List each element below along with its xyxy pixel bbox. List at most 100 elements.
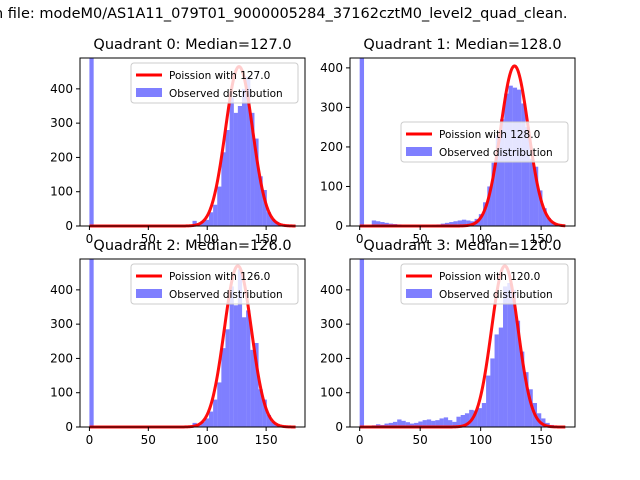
histogram-bar xyxy=(503,286,508,427)
x-tick-label: 0 xyxy=(356,232,364,246)
y-tick-label: 0 xyxy=(65,420,73,434)
histogram-bar xyxy=(409,423,415,427)
x-tick-label: 150 xyxy=(255,433,278,447)
y-tick-label: 0 xyxy=(335,420,343,434)
histogram-bar xyxy=(498,327,504,427)
histogram-bar xyxy=(490,358,495,427)
x-tick-label: 100 xyxy=(196,232,219,246)
histogram-bar xyxy=(246,76,251,226)
histogram-bars xyxy=(89,58,296,227)
histogram-bar xyxy=(204,219,210,226)
legend-hist-label: Observed distribution xyxy=(439,147,553,159)
histogram-bars xyxy=(89,259,296,427)
histogram-bar xyxy=(192,220,197,226)
histogram-bar xyxy=(89,58,94,226)
histogram-bar xyxy=(521,103,526,226)
histogram-bar xyxy=(213,204,218,226)
histogram-bar xyxy=(444,222,450,226)
y-tick-label: 400 xyxy=(50,82,73,96)
histogram-bar xyxy=(466,220,471,226)
x-tick-label: 0 xyxy=(86,232,94,246)
histogram-bar xyxy=(254,343,259,427)
histogram-bar xyxy=(524,372,529,427)
histogram-bar xyxy=(443,417,449,427)
histogram-bar xyxy=(262,399,267,427)
histogram-bar xyxy=(213,399,218,427)
histogram-bar xyxy=(217,186,222,226)
legend-hist-label: Observed distribution xyxy=(169,88,283,100)
histogram-bar xyxy=(204,418,210,427)
subplot-quadrant-3: 0 50 100 150 0 100 200 300 400 Quadrant 3: Median… xyxy=(320,238,576,447)
y-tick-label: 300 xyxy=(50,317,73,331)
histogram-bar xyxy=(422,420,427,427)
y-tick-label: 200 xyxy=(320,140,343,154)
subplot-quadrant-2: 0 50 100 150 0 100 200 300 400 Quadrant 2: Median… xyxy=(50,238,306,447)
subplot-title: Quadrant 2: Median=126.0 xyxy=(93,238,291,254)
histogram-bar xyxy=(384,423,389,427)
legend: Poission with 120.0 Observed distribution xyxy=(400,263,569,305)
y-tick-label: 100 xyxy=(320,386,343,400)
histogram-bar xyxy=(452,421,457,427)
y-tick-label: 200 xyxy=(50,351,73,365)
x-tick-label: 50 xyxy=(413,232,428,246)
histogram-bar xyxy=(457,220,463,226)
x-tick-label: 150 xyxy=(530,232,553,246)
histogram-bar xyxy=(431,420,436,427)
histogram-bar xyxy=(376,221,381,226)
histogram-bar xyxy=(414,422,419,427)
histogram-bar xyxy=(392,421,398,427)
histogram-bar xyxy=(217,382,222,427)
histogram-bar xyxy=(519,351,525,427)
histogram-bar xyxy=(397,419,402,427)
axes-frame xyxy=(79,57,306,227)
x-tick-label: 0 xyxy=(86,433,94,447)
y-tick-label: 100 xyxy=(50,185,73,199)
y-tick-label: 300 xyxy=(320,100,343,114)
histogram-bar xyxy=(258,176,263,226)
histogram-bar xyxy=(473,410,478,427)
x-tick-label: 100 xyxy=(469,232,492,246)
histogram-bar xyxy=(478,214,484,226)
legend-box xyxy=(400,121,569,163)
histogram-bar xyxy=(447,420,453,427)
histogram-bar xyxy=(225,329,230,427)
histogram-bar xyxy=(229,97,234,227)
histogram-bar xyxy=(270,421,276,427)
histogram-bar xyxy=(254,138,259,226)
histogram-bar xyxy=(380,222,385,226)
histogram-bar xyxy=(541,418,546,427)
histogram-bar xyxy=(533,166,539,226)
histogram-bar xyxy=(233,305,238,427)
figure-title: n file: modeM0/AS1A11_079T01_9000005284_… xyxy=(0,6,568,22)
x-tick-label: 100 xyxy=(196,433,219,447)
x-tick-label: 150 xyxy=(530,433,553,447)
y-tick-label: 0 xyxy=(65,219,73,233)
histogram-bar xyxy=(266,212,271,226)
histogram-bar xyxy=(250,349,255,427)
histogram-bars xyxy=(359,259,563,427)
legend-hist-swatch xyxy=(136,88,162,97)
histogram-bar xyxy=(371,220,377,226)
x-tick-label: 150 xyxy=(255,232,278,246)
y-tick-label: 100 xyxy=(50,386,73,400)
histogram-bar xyxy=(507,283,512,427)
legend-poisson-label: Poission with 127.0 xyxy=(169,70,270,82)
x-tick-label: 100 xyxy=(469,433,492,447)
histogram-bar xyxy=(250,112,255,226)
x-tick-label: 0 xyxy=(356,433,364,447)
axes-frame xyxy=(349,57,576,227)
histogram-bar xyxy=(546,218,551,226)
histogram-bar xyxy=(200,421,205,427)
histogram-bar xyxy=(225,130,230,226)
histogram-bar xyxy=(511,289,516,427)
histogram-bar xyxy=(200,221,205,226)
histogram-bar xyxy=(439,418,444,427)
y-tick-label: 100 xyxy=(320,179,343,193)
histogram-bar xyxy=(359,259,365,427)
x-tick-label: 50 xyxy=(141,433,156,447)
histogram-bar xyxy=(89,259,94,427)
histogram-bar xyxy=(246,310,251,427)
legend-hist-swatch xyxy=(136,289,162,298)
histogram-bar xyxy=(388,422,394,427)
y-tick-label: 400 xyxy=(320,61,343,75)
